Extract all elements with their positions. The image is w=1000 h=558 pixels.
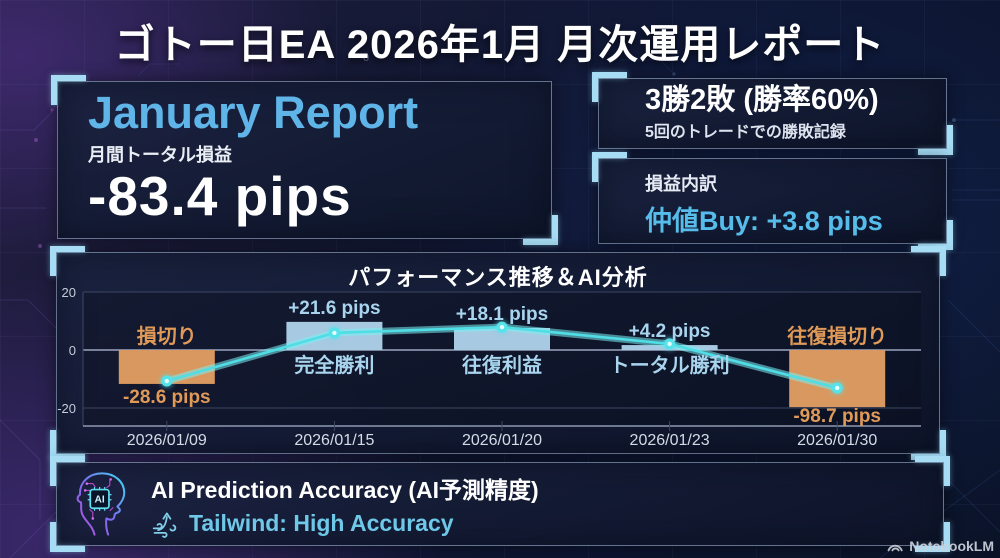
corner-bracket: [51, 75, 86, 105]
svg-text:往復損切り: 往復損切り: [787, 324, 887, 348]
svg-text:トータル勝利: トータル勝利: [610, 354, 730, 377]
svg-text:2026/01/30: 2026/01/30: [797, 432, 877, 449]
svg-text:-20: -20: [57, 401, 76, 416]
svg-text:0: 0: [69, 343, 76, 358]
svg-text:2026/01/20: 2026/01/20: [462, 432, 542, 449]
notebooklm-brand-text: NotebookLM: [909, 538, 994, 554]
svg-text:-28.6 pips: -28.6 pips: [123, 387, 211, 408]
breakdown-label: 損益内訳: [645, 174, 717, 194]
ai-prediction-panel: AI AI Prediction Accuracy (AI予測精度) Tailw…: [50, 456, 950, 552]
performance-chart-panel: 20 0 -20 2026/01/09 2026/01/15 2026/01/20 2026…: [50, 246, 946, 460]
corner-bracket: [50, 522, 85, 552]
win-loss-record-panel: 3勝2敗 (勝率60%) 5回のトレードでの勝敗記録: [592, 72, 953, 155]
svg-text:2026/01/09: 2026/01/09: [127, 432, 207, 449]
notebooklm-logo-icon: [887, 544, 903, 551]
monthly-total-pips: -83.4 pips: [88, 164, 352, 227]
chart-title: パフォーマンス推移＆AI分析: [348, 265, 648, 290]
tailwind-icon: [152, 512, 177, 538]
record-headline: 3勝2敗 (勝率60%): [645, 84, 879, 116]
ai-chip-label: AI: [95, 494, 105, 505]
page-title: ゴトー日EA 2026年1月 月次運用レポート: [114, 23, 886, 67]
svg-text:損切り: 損切り: [137, 324, 197, 348]
breakdown-entry: 仲値Buy: +3.8 pips: [645, 206, 883, 236]
corner-bracket: [592, 72, 627, 102]
record-subtext: 5回のトレードでの勝敗記録: [645, 124, 846, 142]
profit-breakdown-panel: 損益内訳 仲値Buy: +3.8 pips: [592, 152, 953, 250]
svg-text:+18.1 pips: +18.1 pips: [456, 304, 548, 325]
ai-status-text: Tailwind: High Accuracy: [189, 510, 454, 536]
summary-heading: January Report: [88, 87, 419, 138]
monthly-summary-panel: January Report 月間トータル損益 -83.4 pips: [51, 75, 558, 245]
performance-chart: 20 0 -20 2026/01/09 2026/01/15 2026/01/20 2026…: [57, 285, 921, 449]
svg-text:-98.7 pips: -98.7 pips: [793, 406, 881, 427]
corner-bracket: [915, 456, 950, 486]
corner-bracket: [592, 152, 627, 182]
corner-bracket: [50, 456, 85, 486]
svg-text:+21.6 pips: +21.6 pips: [288, 298, 380, 319]
corner-bracket: [915, 522, 950, 552]
svg-text:+4.2 pips: +4.2 pips: [629, 321, 711, 342]
corner-bracket: [911, 246, 946, 276]
corner-bracket: [523, 215, 558, 245]
svg-text:往復利益: 往復利益: [462, 353, 542, 377]
ai-head-icon: AI: [76, 472, 126, 536]
corner-bracket: [918, 125, 953, 155]
ai-heading: AI Prediction Accuracy (AI予測精度): [151, 476, 539, 503]
notebooklm-watermark: NotebookLM: [887, 538, 994, 554]
corner-bracket: [50, 246, 85, 276]
svg-text:完全勝利: 完全勝利: [294, 353, 374, 377]
svg-text:2026/01/15: 2026/01/15: [294, 432, 374, 449]
svg-text:2026/01/23: 2026/01/23: [630, 432, 710, 449]
background-zero-glyph: 0: [363, 52, 370, 64]
summary-subtitle: 月間トータル損益: [88, 144, 232, 165]
svg-text:20: 20: [62, 285, 76, 300]
